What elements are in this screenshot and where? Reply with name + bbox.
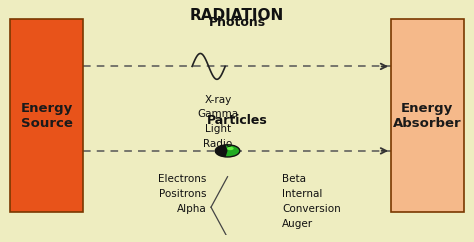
Text: Beta
Internal
Conversion
Auger: Beta Internal Conversion Auger (282, 174, 341, 229)
Text: RADIATION: RADIATION (190, 8, 284, 23)
FancyBboxPatch shape (391, 19, 464, 212)
Text: X-ray
Gamma
Light
Radio: X-ray Gamma Light Radio (198, 95, 238, 149)
Text: Energy
Absorber: Energy Absorber (393, 102, 462, 130)
Text: Photons: Photons (209, 16, 265, 29)
Circle shape (227, 147, 234, 150)
Text: Electrons
Positrons
Alpha: Electrons Positrons Alpha (158, 174, 206, 214)
Circle shape (215, 145, 240, 157)
FancyBboxPatch shape (10, 19, 83, 212)
Text: Energy
Source: Energy Source (21, 102, 73, 130)
Text: Particles: Particles (207, 114, 267, 127)
Polygon shape (215, 145, 228, 157)
